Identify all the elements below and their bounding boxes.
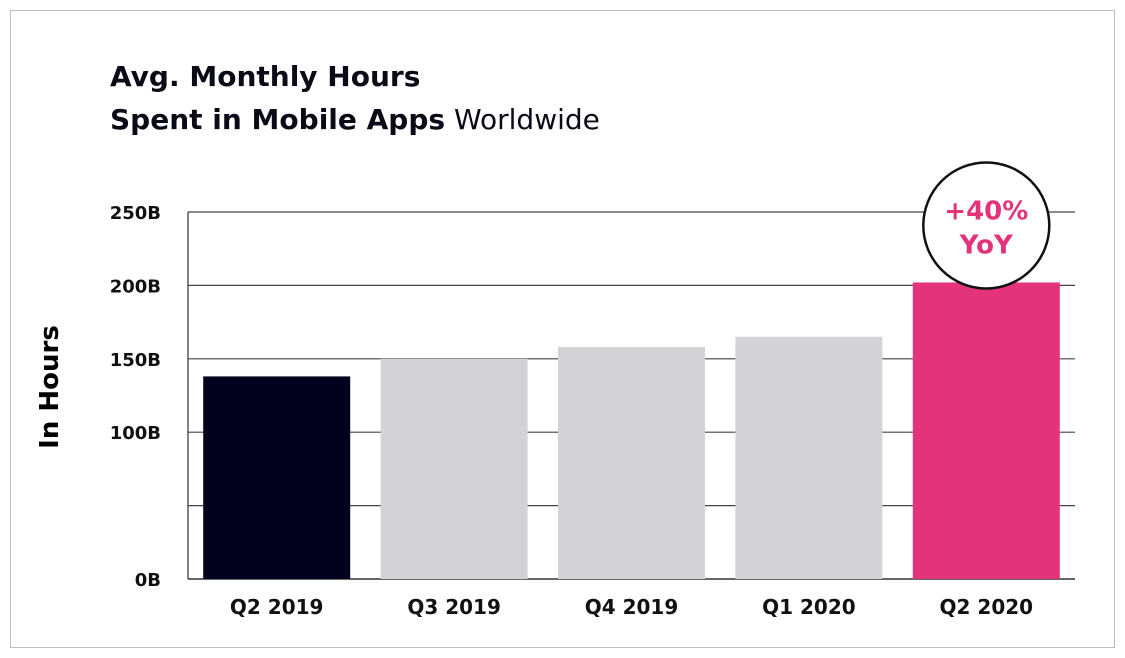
x-tick-label: Q3 2019 bbox=[407, 595, 501, 619]
chart-title: Avg. Monthly Hours Spent in Mobile Apps … bbox=[110, 55, 600, 141]
title-line-2-light: Worldwide bbox=[453, 103, 600, 136]
title-line-2-bold: Spent in Mobile Apps bbox=[110, 103, 446, 136]
y-tick-label: 0B bbox=[135, 570, 161, 591]
y-tick-label: 150B bbox=[110, 350, 161, 371]
bar-q4-2019 bbox=[558, 347, 705, 579]
callout-text-line-2: YoY bbox=[959, 230, 1014, 260]
x-tick-label: Q2 2020 bbox=[940, 595, 1034, 619]
chart-frame bbox=[10, 10, 1115, 648]
callout-text-line-1: +40% bbox=[944, 196, 1028, 226]
bar-q1-2020 bbox=[735, 336, 883, 579]
title-line-1: Avg. Monthly Hours bbox=[110, 60, 421, 93]
title-line-2: Spent in Mobile Apps Worldwide bbox=[110, 98, 600, 141]
callout-circle bbox=[922, 161, 1051, 290]
x-tick-label: Q2 2019 bbox=[230, 595, 324, 619]
bar-q2-2020 bbox=[912, 282, 1060, 579]
y-tick-label: 100B bbox=[110, 423, 161, 444]
x-tick-label: Q4 2019 bbox=[585, 595, 679, 619]
y-tick-label: 200B bbox=[110, 276, 161, 297]
bar-q3-2019 bbox=[380, 358, 528, 579]
y-tick-label: 250B bbox=[110, 203, 161, 224]
x-tick-label: Q1 2020 bbox=[762, 595, 856, 619]
bar-q2-2019 bbox=[203, 376, 351, 579]
